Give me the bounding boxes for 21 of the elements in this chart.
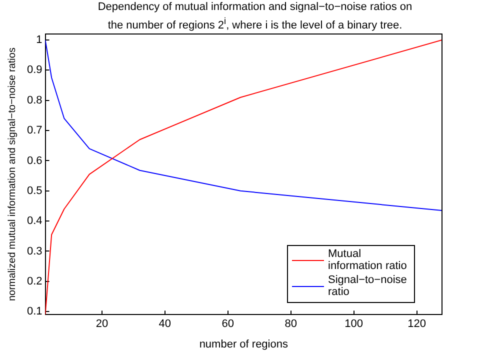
y-tick-label: 0.7 xyxy=(26,124,42,137)
x-tick-label: 120 xyxy=(408,318,426,330)
y-axis-title: normalized mutual information and signal−to−noise ratios xyxy=(6,48,18,302)
x-axis-title: number of regions xyxy=(199,338,288,350)
x-tick-label: 100 xyxy=(344,318,364,330)
y-tick-label: 0.2 xyxy=(26,275,42,288)
legend-label: Signal−to−noise ratio xyxy=(328,274,408,298)
y-tick-label: 0.9 xyxy=(26,64,42,76)
x-tick-label: 20 xyxy=(96,318,108,330)
y-tick-label: 0.5 xyxy=(26,184,42,197)
y-tick-label: 0.6 xyxy=(26,154,42,167)
y-tick-label: 0.4 xyxy=(26,215,42,228)
y-tick-label: 1 xyxy=(36,34,42,46)
chart-title: Dependency of mutual information and signal−to−noise ratios on the number of regions 2$^{i}$, where i is the level of a binary tree. xyxy=(96,0,414,33)
legend-label: Mutual information ratio xyxy=(328,248,408,272)
x-tick-label: 80 xyxy=(284,318,297,330)
x-tick-label: 60 xyxy=(222,318,234,330)
y-tick-label: 0.8 xyxy=(26,94,42,106)
x-tick-label: 40 xyxy=(158,318,172,330)
y-tick-label: 0.1 xyxy=(26,306,42,318)
y-tick-label: 0.3 xyxy=(26,245,42,258)
